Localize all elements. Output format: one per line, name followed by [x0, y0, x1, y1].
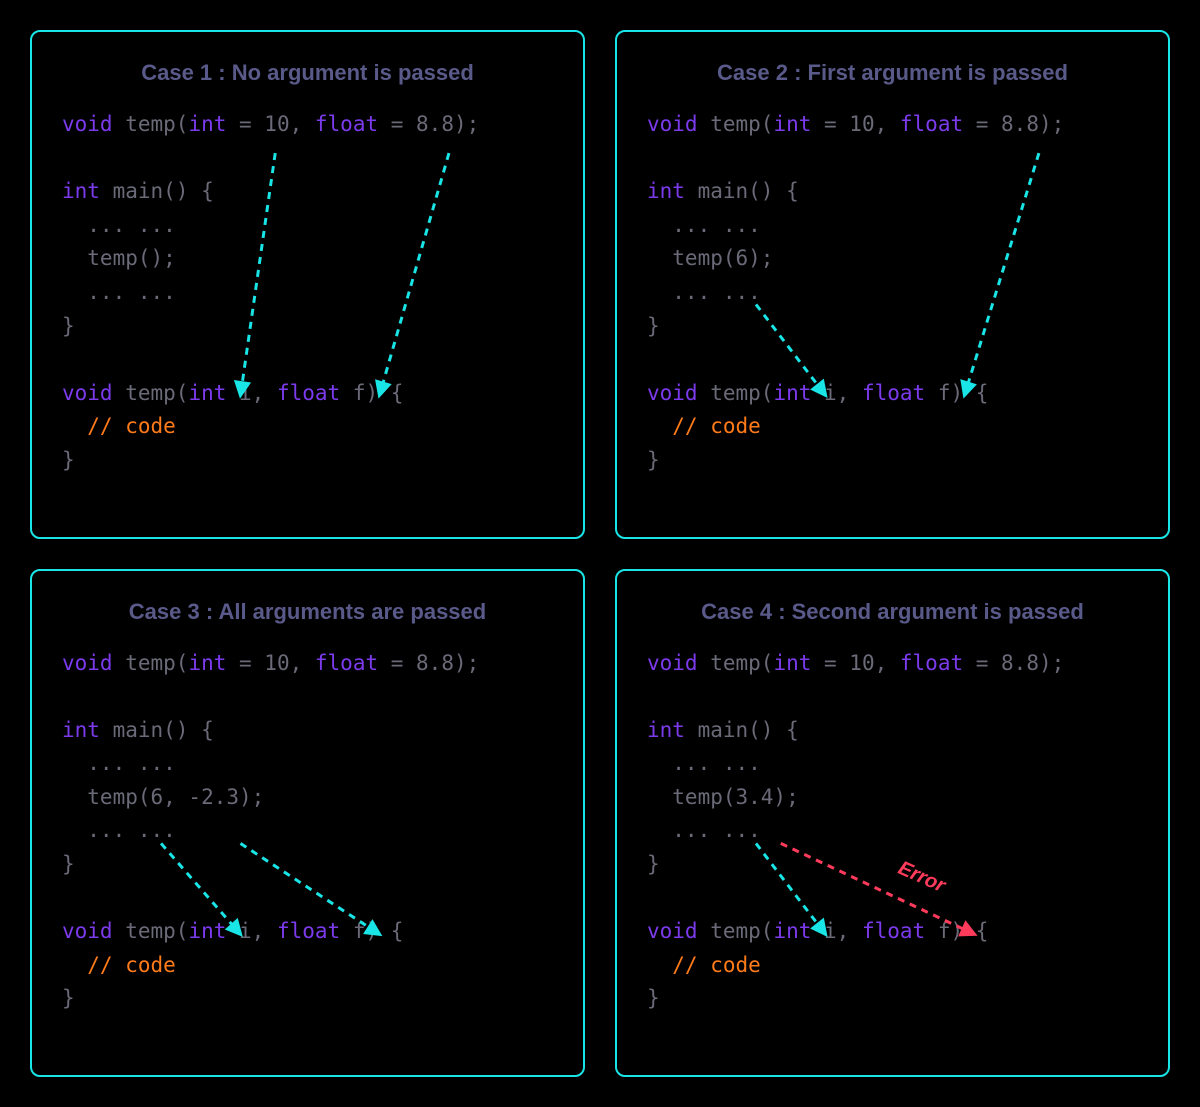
panel-grid: Case 1 : No argument is passed void temp(…: [30, 30, 1170, 1077]
code-block: void temp(int = 10, float = 8.8); int ma…: [647, 108, 1138, 478]
panel-title: Case 1 : No argument is passed: [62, 60, 553, 86]
code-block: void temp(int = 10, float = 8.8); int ma…: [62, 108, 553, 478]
code-block: void temp(int = 10, float = 8.8); int ma…: [647, 647, 1138, 1017]
panel-case4: Case 4 : Second argument is passed void t…: [615, 569, 1170, 1078]
panel-case3: Case 3 : All arguments are passed void te…: [30, 569, 585, 1078]
panel-title: Case 4 : Second argument is passed: [647, 599, 1138, 625]
panel-title: Case 3 : All arguments are passed: [62, 599, 553, 625]
panel-case2: Case 2 : First argument is passed void te…: [615, 30, 1170, 539]
code-block: void temp(int = 10, float = 8.8); int ma…: [62, 647, 553, 1017]
panel-title: Case 2 : First argument is passed: [647, 60, 1138, 86]
panel-case1: Case 1 : No argument is passed void temp(…: [30, 30, 585, 539]
